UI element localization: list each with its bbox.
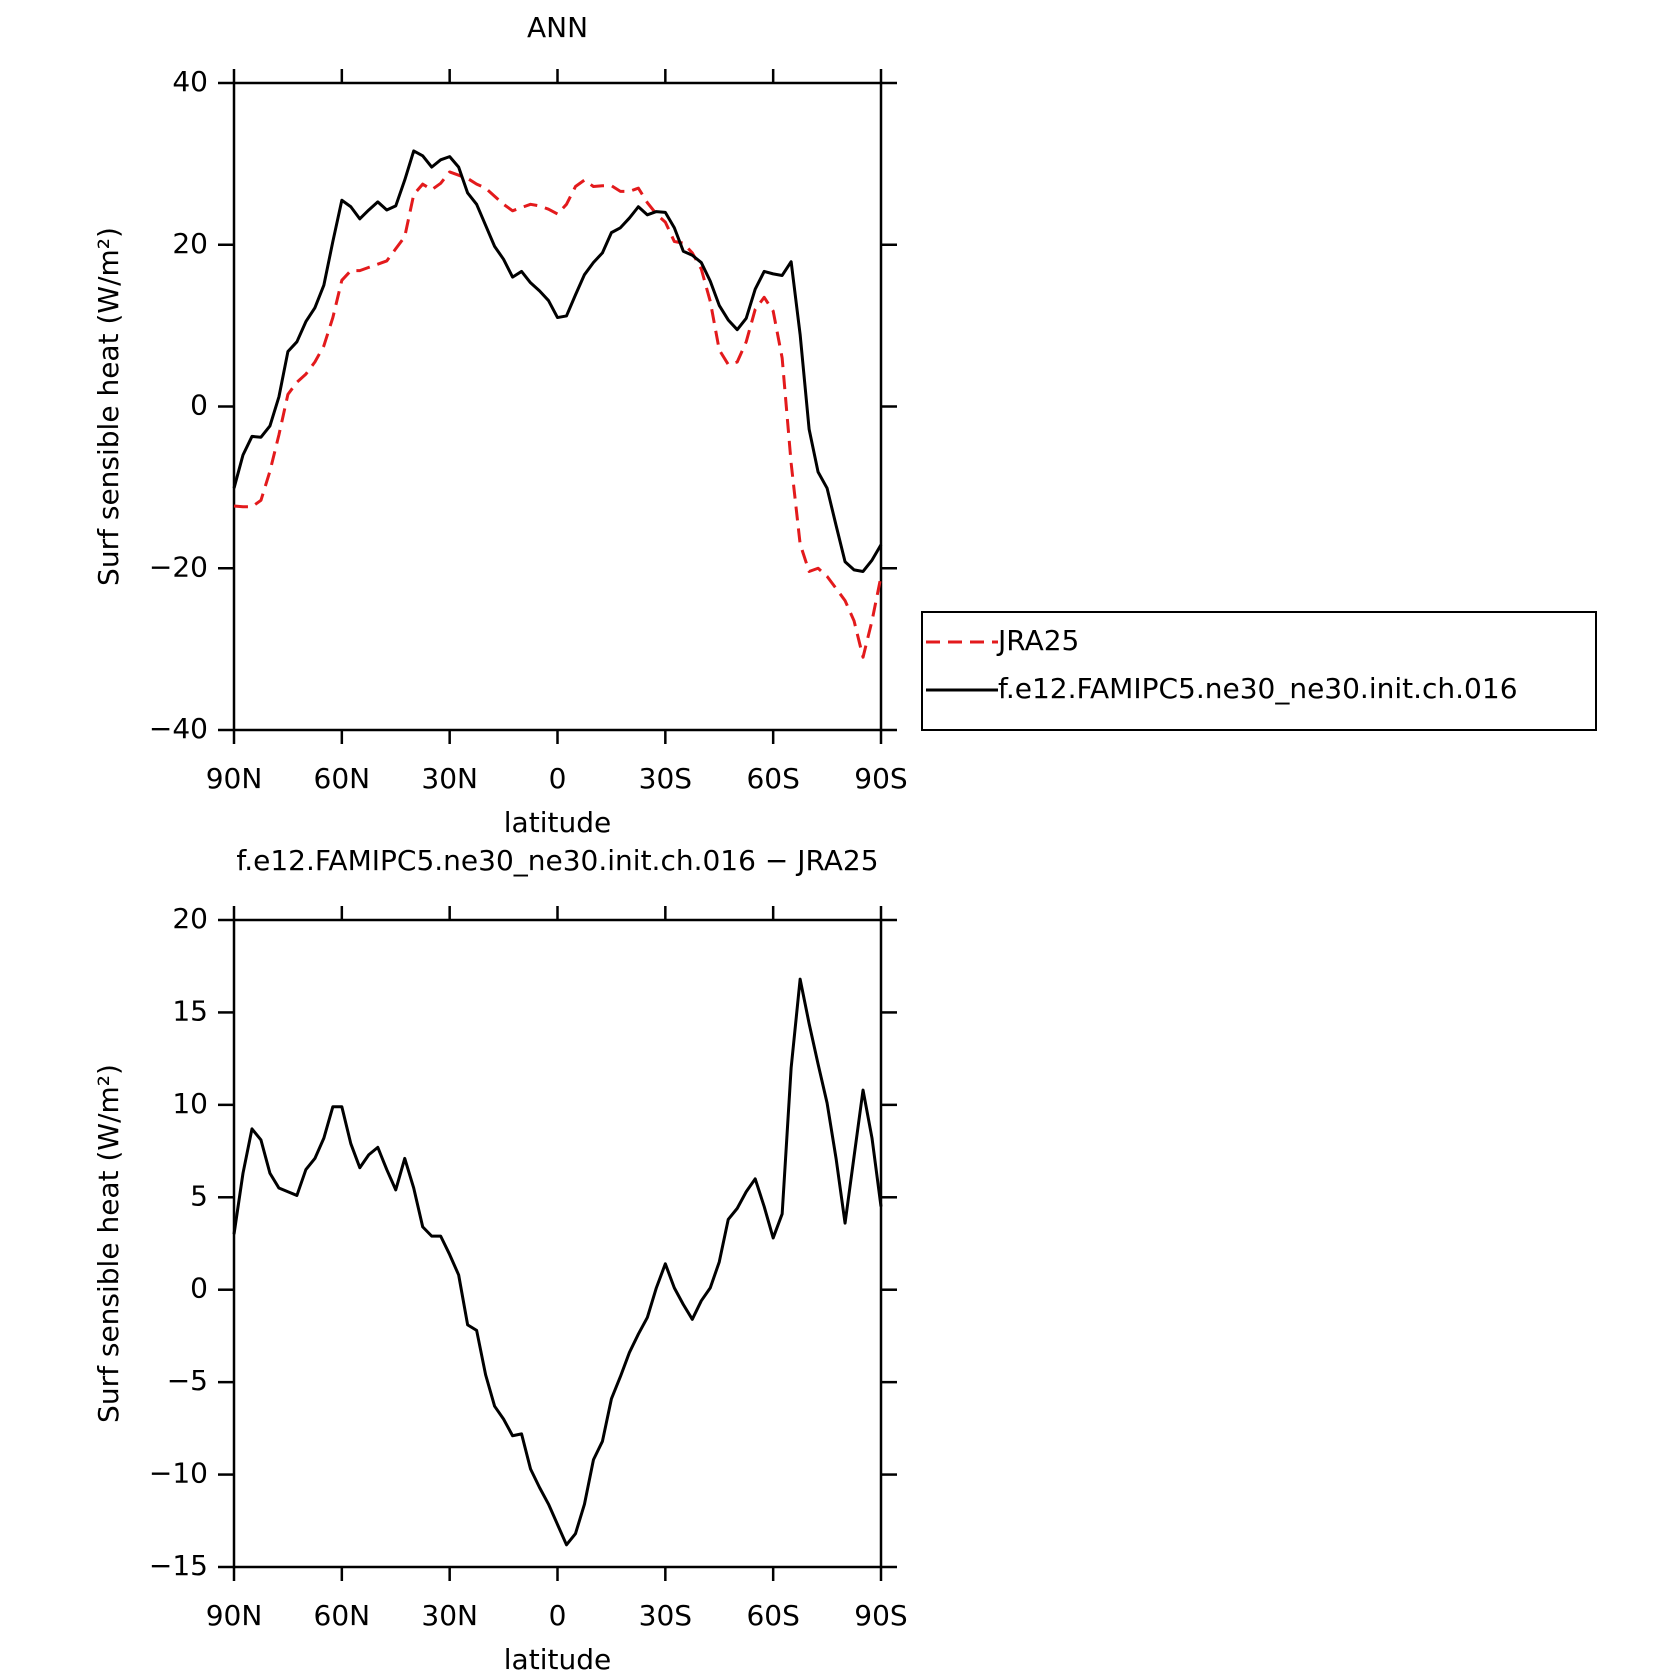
y-tick-label: 15 [172,994,208,1027]
y-tick-label: 10 [172,1087,208,1120]
x-tick-label: 60S [746,1599,799,1632]
y-tick-label: 20 [172,227,208,260]
y-tick-label: −40 [149,712,208,745]
y-axis-label: Surf sensible heat (W/m²) [92,1064,125,1423]
x-tick-label: 30S [639,762,692,795]
x-tick-label: 30N [421,762,478,795]
data-line [232,149,883,573]
legend-box [921,611,1597,731]
y-tick-label: −20 [149,550,208,583]
y-tick-label: −15 [149,1549,208,1582]
chart-title: f.e12.FAMIPC5.ne30_ne30.init.ch.016 − JR… [236,844,878,877]
x-tick-label: 90N [206,762,263,795]
x-tick-label: 30N [421,1599,478,1632]
y-tick-label: 0 [190,1272,208,1305]
x-tick-label: 90N [206,1599,263,1632]
x-axis-label: latitude [504,806,611,839]
legend: JRA25 f.e12.FAMIPC5.ne30_ne30.init.ch.016 [921,611,1597,731]
y-axis-label: Surf sensible heat (W/m²) [92,227,125,586]
y-tick-label: −10 [149,1457,208,1490]
plot-frame [232,81,883,732]
data-line [232,977,883,1547]
y-tick-label: 40 [172,65,208,98]
y-tick-label: −5 [167,1364,208,1397]
x-tick-label: 90S [854,762,907,795]
y-tick-label: 5 [190,1179,208,1212]
x-tick-label: 0 [549,762,567,795]
legend-label: f.e12.FAMIPC5.ne30_ne30.init.ch.016 [998,672,1518,705]
x-tick-label: 60N [314,1599,371,1632]
legend-label: JRA25 [996,624,1079,657]
x-axis-label: latitude [504,1643,611,1674]
y-tick-label: 0 [190,389,208,422]
data-line [233,170,883,659]
plot-frame [232,918,883,1569]
x-tick-label: 90S [854,1599,907,1632]
y-tick-label: 20 [172,902,208,935]
x-tick-label: 30S [639,1599,692,1632]
chart-title: ANN [527,11,588,44]
x-tick-label: 60N [314,762,371,795]
x-tick-label: 0 [549,1599,567,1632]
x-tick-label: 60S [746,762,799,795]
